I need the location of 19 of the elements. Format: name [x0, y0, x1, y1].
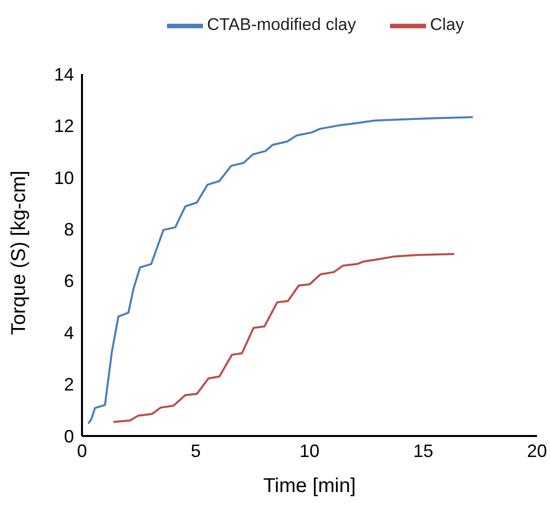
x-tick-label: 20: [526, 440, 548, 461]
y-tick-label: 8: [64, 220, 74, 240]
legend-label: Clay: [430, 15, 464, 34]
y-tick-label: 4: [64, 322, 74, 343]
x-tick-label: 10: [299, 440, 320, 461]
line-series: [112, 252, 456, 424]
x-tick-label: 0: [76, 440, 88, 461]
y-tick-label: 10: [54, 168, 74, 188]
legend-label: CTAB-modified clay: [207, 15, 356, 34]
y-tick-label: 2: [64, 374, 74, 395]
y-tick-label: 6: [64, 271, 74, 292]
y-tick-label: 0: [64, 426, 74, 446]
x-tick-label: 5: [190, 440, 201, 461]
line-series: [87, 116, 474, 425]
x-axis-title: Time [min]: [263, 475, 356, 497]
y-tick-label: 14: [54, 64, 74, 84]
y-axis-title: Torque (S) [kg-cm]: [8, 170, 30, 335]
x-tick-label: 15: [413, 440, 434, 461]
y-tick-label: 12: [54, 116, 74, 136]
